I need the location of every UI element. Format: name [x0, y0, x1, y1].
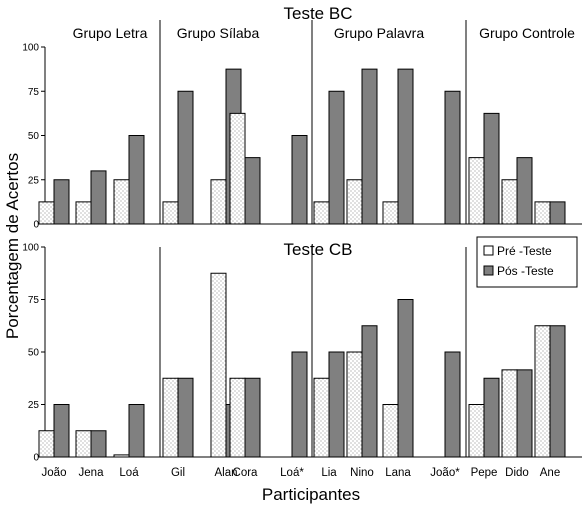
bar-pos-teste [397, 68, 414, 225]
y-tick-label: 50 [28, 348, 40, 359]
legend: Pré -Teste Pós -Teste [476, 236, 578, 288]
bar-pos-teste [444, 351, 461, 458]
panel-title: Teste CB [284, 240, 353, 259]
bar-pre-teste [313, 377, 330, 458]
panel-title: Teste BC [284, 4, 353, 23]
bar-pos-teste [177, 90, 194, 225]
bar-pos-teste [328, 90, 345, 225]
x-tick-label: Loá* [280, 467, 304, 479]
x-tick-label: Nino [350, 467, 374, 479]
x-tick-label: Cora [233, 467, 259, 479]
bar-pos-teste [53, 179, 70, 225]
y-tick-label: 0 [33, 220, 39, 231]
x-tick-label: Alan [214, 467, 237, 479]
bar-pre-teste [468, 157, 485, 225]
bar-pos-teste [177, 377, 194, 458]
legend-label-pos: Pós -Teste [497, 264, 554, 278]
x-tick-label: Pepe [471, 467, 498, 479]
group-label: Grupo Sílaba [177, 25, 260, 41]
bar-pos-teste [291, 351, 308, 458]
bar-pre-teste [534, 201, 551, 225]
group-label: Grupo Controle [479, 25, 575, 41]
y-tick-label: 100 [22, 243, 39, 254]
y-tick-label: 25 [28, 175, 40, 186]
bar-pre-teste [113, 179, 130, 225]
x-tick-label: Gil [171, 467, 185, 479]
bar-pos-teste [516, 157, 533, 225]
bar-pre-teste [162, 201, 179, 225]
y-tick-label: 75 [28, 87, 40, 98]
bar-pre-teste [75, 430, 92, 458]
x-tick-label: João [42, 467, 67, 479]
group-label: Grupo Letra [73, 25, 148, 41]
bar-pos-teste [397, 299, 414, 458]
bar-pos-teste [128, 404, 145, 458]
bar-pre-teste [382, 404, 399, 458]
x-tick-label: Lia [321, 467, 337, 479]
chart-layer: 0 25 50 75 100 Teste BC 0 25 50 75 100 Teste CB Grup… [22, 4, 582, 479]
bar-pos-teste [483, 377, 500, 458]
bar-pre-teste [210, 272, 227, 458]
bar-pre-teste [346, 351, 363, 458]
x-tick-label: Lana [385, 467, 411, 479]
bar-pos-teste [90, 170, 107, 225]
legend-swatch-pos [483, 265, 494, 276]
bar-pos-teste [128, 135, 145, 225]
bar-pre-teste [113, 454, 130, 458]
y-tick-label: 0 [33, 453, 39, 464]
y-tick-label: 50 [28, 131, 40, 142]
x-tick-label: Jena [79, 467, 105, 479]
bar-pre-teste [38, 430, 55, 458]
bar-pre-teste [382, 201, 399, 225]
bar-pos-teste [244, 377, 261, 458]
group-label: Grupo Palavra [334, 25, 424, 41]
bar-pre-teste [38, 201, 55, 225]
legend-swatch-pre [483, 245, 494, 256]
bar-pre-teste [210, 179, 227, 225]
bar-pos-teste [328, 351, 345, 458]
bar-pos-teste [483, 112, 500, 225]
x-tick-label: Ane [540, 467, 560, 479]
y-tick-label: 75 [28, 295, 40, 306]
y-axis-title: Porcentagem de Acertos [3, 153, 22, 339]
bar-pre-teste [229, 377, 246, 458]
x-tick-label: Dido [505, 467, 529, 479]
bar-pre-teste [229, 112, 246, 225]
x-axis-title: Participantes [262, 485, 360, 504]
x-tick-label: João* [430, 467, 460, 479]
bar-pre-teste [468, 404, 485, 458]
x-tick-label: Loá [119, 467, 139, 479]
bar-pos-teste [444, 90, 461, 225]
bar-pos-teste [361, 68, 378, 225]
y-tick-label: 100 [22, 43, 39, 54]
bar-pos-teste [53, 404, 70, 458]
bar-pre-teste [534, 325, 551, 458]
legend-label-pre: Pré -Teste [497, 244, 552, 258]
legend-box [476, 236, 578, 288]
bar-pos-teste [244, 157, 261, 225]
bar-pre-teste [501, 369, 518, 458]
bar-pre-teste [346, 179, 363, 225]
y-tick-label: 25 [28, 400, 40, 411]
bar-pre-teste [313, 201, 330, 225]
bar-pos-teste [549, 325, 566, 458]
bar-pos-teste [516, 369, 533, 458]
bar-pre-teste [501, 179, 518, 225]
bar-pos-teste [90, 430, 107, 458]
bar-pre-teste [162, 377, 179, 458]
bar-pos-teste [361, 325, 378, 458]
bar-pos-teste [549, 201, 566, 225]
bar-pre-teste [75, 201, 92, 225]
bar-pos-teste [291, 135, 308, 225]
